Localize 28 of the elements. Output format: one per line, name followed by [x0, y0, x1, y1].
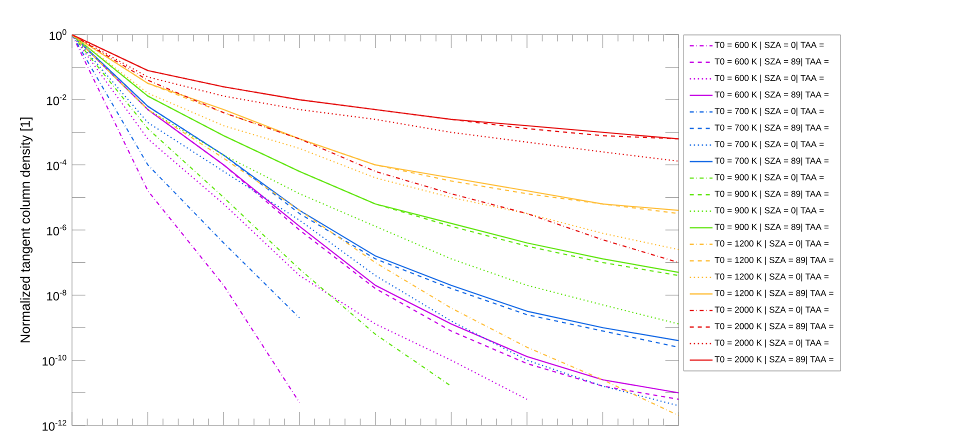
legend-label: T0 = 600 K | SZA = 0| TAA = — [714, 74, 824, 83]
y-tick-label: 10$^{-6}$ — [47, 224, 66, 236]
y-tick-label: 10$^{-10}$ — [42, 354, 66, 366]
legend-label: T0 = 700 K | SZA = 0| TAA = — [714, 108, 824, 116]
legend-label: T0 = 1200 K | SZA = 0| TAA = — [714, 273, 829, 282]
legend-label: T0 = 1200 K | SZA = 89| TAA = — [714, 290, 834, 298]
legend-label: T0 = 2000 K | SZA = 89| TAA = — [714, 356, 834, 364]
legend-label: T0 = 2000 K | SZA = 89| TAA = — [714, 322, 834, 332]
legend-label: T0 = 1200 K | SZA = 0| TAA = — [714, 240, 829, 248]
legend-label: T0 = 600 K | SZA = 89| TAA = — [714, 91, 829, 100]
legend-label: T0 = 700 K | SZA = 0| TAA = — [714, 140, 824, 150]
legend-label: T0 = 900 K | SZA = 0| TAA = — [714, 207, 824, 216]
y-tick-label: 10$^{-4}$ — [47, 160, 66, 170]
legend-label: T0 = 2000 K | SZA = 0| TAA = — [714, 339, 829, 348]
legend-label: T0 = 2000 K | SZA = 0| TAA = — [714, 306, 829, 314]
legend-label: T0 = 1200 K | SZA = 89| TAA = — [714, 256, 834, 265]
legend-label: T0 = 900 K | SZA = 89| TAA = — [714, 190, 829, 199]
legend-label: T0 = 900 K | SZA = 0| TAA = — [714, 174, 824, 182]
legend-label: T0 = 700 K | SZA = 89| TAA = — [714, 157, 829, 166]
y-tick-label: 10$^{-8}$ — [47, 290, 66, 301]
legend-label: T0 = 900 K | SZA = 89| TAA = — [714, 224, 829, 232]
legend-label: T0 = 600 K | SZA = 89| TAA = — [714, 58, 829, 66]
y-tick-label: 10$^{-12}$ — [42, 420, 66, 431]
y-axis-title: Normalized tangent column density [1] — [20, 118, 33, 342]
legend-label: T0 = 600 K | SZA = 0| TAA = — [714, 42, 824, 50]
y-tick-label: 10$^{0}$ — [50, 29, 66, 40]
y-tick-label: 10$^{-2}$ — [47, 94, 66, 106]
legend-label: T0 = 700 K | SZA = 89| TAA = — [714, 124, 829, 132]
